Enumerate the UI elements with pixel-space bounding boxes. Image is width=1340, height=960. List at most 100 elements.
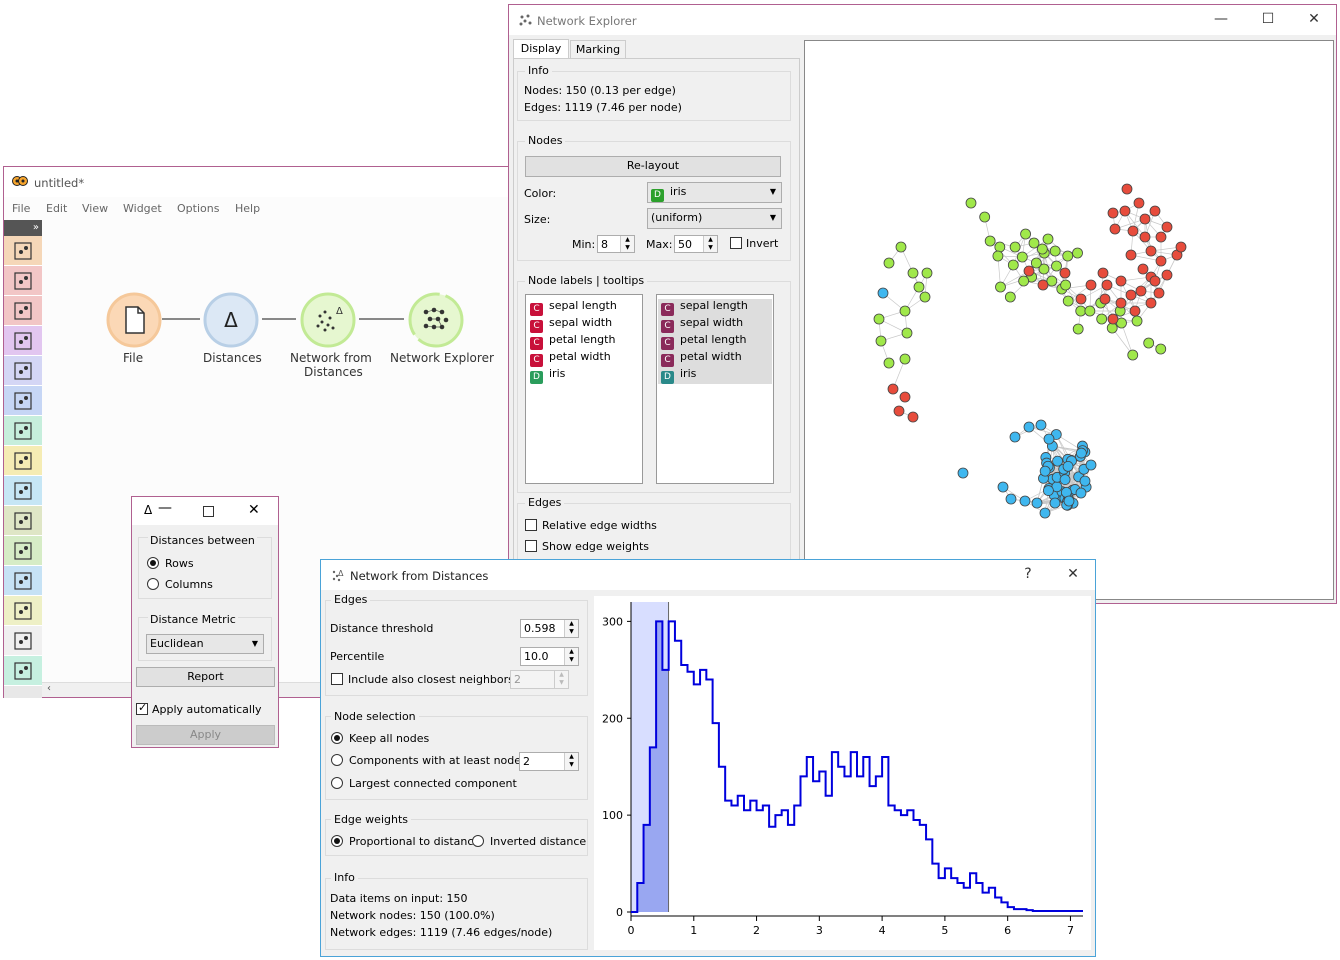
- keep-all-nodes-radio[interactable]: [331, 732, 343, 744]
- menu-edit[interactable]: Edit: [46, 202, 68, 215]
- network-node[interactable]: [907, 267, 919, 279]
- network-node[interactable]: [1135, 285, 1147, 297]
- network-node[interactable]: [1036, 243, 1048, 255]
- network-node[interactable]: [1028, 237, 1040, 249]
- network-node[interactable]: [907, 411, 919, 423]
- relative-edge-widths-checkbox[interactable]: [525, 519, 537, 531]
- network-node[interactable]: [1107, 313, 1119, 325]
- network-node[interactable]: [1035, 419, 1047, 431]
- network-node[interactable]: [1072, 247, 1083, 259]
- network-node[interactable]: [1084, 305, 1096, 317]
- network-node[interactable]: [1046, 275, 1058, 287]
- network-node[interactable]: [1127, 225, 1139, 237]
- network-node[interactable]: [873, 313, 885, 325]
- menu-help[interactable]: Help: [235, 202, 261, 215]
- network-node[interactable]: [877, 287, 889, 299]
- distance-metric-select[interactable]: Euclidean ▼: [146, 634, 264, 654]
- menu-file[interactable]: File: [12, 202, 31, 215]
- network-node[interactable]: [1125, 289, 1137, 301]
- line-chart-icon[interactable]: [4, 566, 42, 596]
- network-node[interactable]: [984, 235, 996, 247]
- network-node[interactable]: [899, 305, 911, 317]
- network-node[interactable]: [1175, 241, 1187, 253]
- network-node[interactable]: [1149, 275, 1161, 287]
- network-node[interactable]: [1119, 205, 1131, 217]
- network-node[interactable]: [1016, 251, 1028, 263]
- network-node[interactable]: [1085, 459, 1097, 471]
- network-node[interactable]: [1139, 231, 1151, 243]
- network-node[interactable]: [1020, 228, 1031, 240]
- network-node[interactable]: [1060, 279, 1072, 291]
- network-node[interactable]: [965, 197, 977, 209]
- network-explorer-node[interactable]: [408, 292, 464, 348]
- minimize-button[interactable]: —: [158, 500, 172, 516]
- network-node[interactable]: [1131, 315, 1143, 327]
- network-node[interactable]: [1030, 257, 1042, 269]
- menu-view[interactable]: View: [82, 202, 109, 215]
- relayout-button[interactable]: Re-layout: [525, 156, 781, 177]
- network-node[interactable]: [1085, 279, 1097, 291]
- network-node[interactable]: [1097, 267, 1109, 279]
- network-node[interactable]: [1079, 475, 1091, 487]
- close-button[interactable]: ✕: [1308, 11, 1320, 27]
- network-node[interactable]: [913, 281, 925, 293]
- network-node[interactable]: [1059, 474, 1071, 485]
- network-node[interactable]: [1099, 293, 1111, 305]
- network-node[interactable]: [1106, 322, 1118, 334]
- network-node[interactable]: [887, 383, 899, 395]
- close-button[interactable]: ✕: [1067, 566, 1079, 582]
- network-node[interactable]: [1062, 460, 1074, 472]
- network-node[interactable]: [1161, 269, 1173, 281]
- help-button[interactable]: ?: [1024, 566, 1032, 582]
- painter-icon[interactable]: [4, 416, 42, 446]
- network-icon[interactable]: [4, 656, 42, 686]
- network-node[interactable]: [1004, 291, 1016, 303]
- menu-widget[interactable]: Widget: [123, 202, 162, 215]
- network-node[interactable]: [883, 257, 895, 269]
- network-node[interactable]: [1137, 263, 1149, 275]
- network-node[interactable]: [1107, 207, 1119, 219]
- size-select[interactable]: (uniform) ▼: [647, 208, 782, 229]
- network-node[interactable]: [1039, 465, 1051, 477]
- network-node[interactable]: [957, 467, 969, 479]
- network-node[interactable]: [1062, 295, 1074, 307]
- network-node[interactable]: [1042, 485, 1054, 496]
- network-node[interactable]: [1127, 349, 1139, 361]
- columns-radio[interactable]: [147, 578, 159, 590]
- network-node[interactable]: [1155, 343, 1167, 355]
- network-node[interactable]: [992, 250, 1004, 262]
- network-node[interactable]: [1155, 231, 1167, 243]
- pipeline-icon[interactable]: [4, 506, 42, 536]
- closest-neighbors-spinbox[interactable]: 2 ▲ ▼: [510, 670, 569, 689]
- network-node[interactable]: [1037, 279, 1049, 291]
- network-node[interactable]: [1031, 497, 1043, 509]
- maximize-button[interactable]: ☐: [1261, 11, 1275, 27]
- network-node[interactable]: [1153, 287, 1165, 299]
- network-node[interactable]: [1125, 249, 1137, 261]
- network-node[interactable]: [1115, 297, 1127, 309]
- network-node[interactable]: [1038, 263, 1050, 275]
- file-node[interactable]: [106, 292, 162, 348]
- network-node[interactable]: [1161, 221, 1173, 233]
- apply-button[interactable]: Apply: [136, 725, 275, 745]
- network-node[interactable]: [1072, 323, 1084, 335]
- network-node[interactable]: [875, 335, 887, 347]
- tree-icon[interactable]: [4, 296, 42, 326]
- network-node[interactable]: [1143, 337, 1155, 349]
- text-icon[interactable]: [4, 626, 42, 656]
- network-node[interactable]: [1149, 205, 1161, 217]
- apply-automatically-checkbox[interactable]: [136, 701, 148, 715]
- network-node[interactable]: [893, 405, 905, 417]
- network-node[interactable]: [1009, 241, 1021, 253]
- minimize-button[interactable]: —: [1214, 11, 1228, 27]
- network-plot[interactable]: [804, 40, 1334, 600]
- network-node[interactable]: [995, 281, 1006, 293]
- scatter-icon[interactable]: [4, 266, 42, 296]
- network-node[interactable]: [1075, 305, 1087, 317]
- network-node[interactable]: [1129, 305, 1141, 317]
